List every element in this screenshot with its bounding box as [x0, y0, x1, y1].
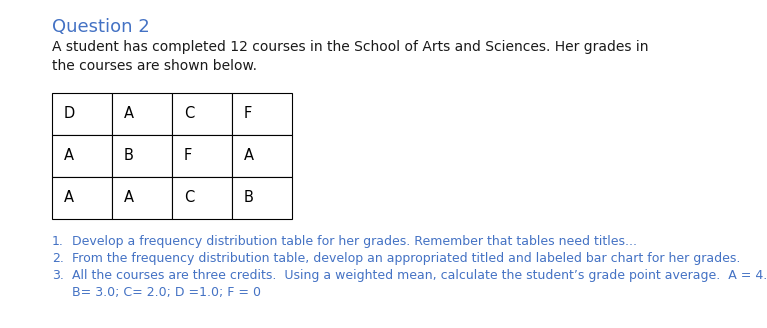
Text: Develop a frequency distribution table for her grades. Remember that tables need: Develop a frequency distribution table f… — [72, 235, 637, 248]
Text: D: D — [64, 107, 75, 121]
Bar — [172, 177, 232, 219]
Text: Question 2: Question 2 — [52, 18, 150, 36]
Bar — [112, 135, 172, 177]
Text: All the courses are three credits.  Using a weighted mean, calculate the student: All the courses are three credits. Using… — [72, 269, 767, 299]
Text: 3.: 3. — [52, 269, 64, 282]
Text: A: A — [124, 191, 134, 206]
Bar — [232, 135, 292, 177]
Bar — [232, 177, 292, 219]
Bar — [52, 177, 112, 219]
Text: C: C — [184, 107, 194, 121]
Text: From the frequency distribution table, develop an appropriated titled and labele: From the frequency distribution table, d… — [72, 252, 740, 265]
Text: A: A — [64, 149, 74, 163]
Text: F: F — [244, 107, 252, 121]
Bar — [232, 93, 292, 135]
Text: A: A — [64, 191, 74, 206]
Text: 2.: 2. — [52, 252, 64, 265]
Text: A student has completed 12 courses in the School of Arts and Sciences. Her grade: A student has completed 12 courses in th… — [52, 40, 649, 73]
Bar — [52, 93, 112, 135]
Bar — [112, 177, 172, 219]
Bar — [112, 93, 172, 135]
Text: A: A — [124, 107, 134, 121]
Text: B: B — [124, 149, 134, 163]
Bar — [52, 135, 112, 177]
Text: C: C — [184, 191, 194, 206]
Text: 1.: 1. — [52, 235, 64, 248]
Text: F: F — [184, 149, 193, 163]
Text: B: B — [244, 191, 254, 206]
Bar — [172, 135, 232, 177]
Text: A: A — [244, 149, 254, 163]
Bar — [172, 93, 232, 135]
